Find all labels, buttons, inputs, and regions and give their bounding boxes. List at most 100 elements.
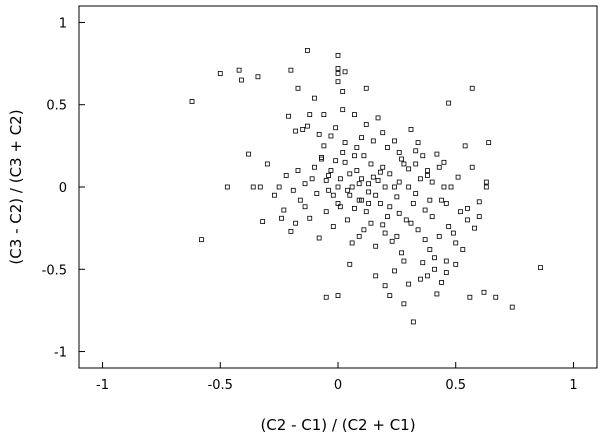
data-point bbox=[387, 204, 393, 210]
data-point bbox=[403, 217, 409, 223]
data-point bbox=[401, 301, 407, 307]
data-point bbox=[328, 168, 334, 173]
plot-frame bbox=[78, 5, 598, 369]
data-point bbox=[425, 173, 430, 178]
data-point bbox=[302, 181, 308, 187]
data-point bbox=[347, 261, 353, 267]
data-point bbox=[342, 159, 348, 165]
data-point bbox=[297, 197, 303, 203]
data-point bbox=[493, 294, 499, 300]
data-point bbox=[326, 187, 331, 193]
data-point bbox=[323, 178, 329, 183]
data-point bbox=[387, 293, 393, 299]
data-point bbox=[276, 184, 282, 190]
data-point bbox=[394, 233, 400, 239]
data-point bbox=[446, 100, 452, 106]
data-point bbox=[375, 115, 381, 121]
data-point bbox=[401, 258, 407, 264]
x-tick-label: -0.5 bbox=[208, 378, 233, 393]
data-point bbox=[380, 164, 386, 170]
data-point bbox=[396, 150, 402, 155]
data-point bbox=[368, 161, 374, 167]
data-point bbox=[323, 294, 329, 300]
data-point bbox=[359, 176, 364, 182]
data-point bbox=[453, 261, 459, 267]
data-point bbox=[385, 145, 390, 150]
data-point bbox=[408, 220, 414, 226]
data-point bbox=[509, 304, 515, 310]
data-point bbox=[354, 168, 360, 173]
data-point bbox=[361, 153, 367, 159]
data-point bbox=[352, 205, 357, 211]
data-point bbox=[392, 268, 397, 274]
data-point bbox=[312, 95, 317, 101]
data-point bbox=[399, 156, 404, 162]
y-tick-label: 0.5 bbox=[46, 99, 67, 114]
data-point bbox=[264, 161, 270, 167]
data-point bbox=[413, 148, 419, 154]
data-point bbox=[307, 215, 313, 221]
x-tick-label: 0 bbox=[334, 378, 342, 393]
data-point bbox=[363, 209, 369, 215]
data-point bbox=[366, 181, 372, 187]
data-point bbox=[354, 145, 360, 150]
data-point bbox=[481, 289, 487, 295]
data-point bbox=[476, 199, 482, 205]
data-point bbox=[382, 184, 388, 190]
data-point bbox=[239, 77, 244, 83]
data-point bbox=[345, 187, 350, 193]
data-point bbox=[382, 230, 388, 236]
data-point bbox=[465, 205, 470, 211]
data-point bbox=[432, 255, 437, 261]
data-point bbox=[359, 135, 364, 141]
data-point bbox=[333, 158, 339, 164]
data-point bbox=[443, 201, 449, 206]
data-point bbox=[389, 238, 395, 244]
data-point bbox=[469, 164, 475, 170]
data-point bbox=[434, 291, 440, 297]
data-point bbox=[363, 122, 369, 127]
data-point bbox=[333, 125, 339, 131]
data-point bbox=[286, 113, 291, 119]
data-point bbox=[443, 270, 449, 275]
data-point bbox=[340, 150, 346, 155]
data-point bbox=[483, 179, 489, 185]
data-point bbox=[366, 189, 372, 195]
data-point bbox=[429, 214, 435, 220]
data-point bbox=[370, 174, 376, 180]
data-point bbox=[352, 112, 357, 117]
data-point bbox=[255, 74, 261, 80]
data-point bbox=[300, 127, 306, 132]
data-point bbox=[427, 247, 433, 252]
data-point bbox=[394, 194, 400, 200]
data-point bbox=[368, 220, 374, 226]
data-point bbox=[288, 67, 294, 73]
data-point bbox=[304, 48, 310, 53]
data-point bbox=[356, 233, 362, 239]
y-tick-label: 0 bbox=[59, 181, 67, 196]
data-point bbox=[335, 184, 341, 190]
data-point bbox=[335, 52, 341, 58]
data-point bbox=[363, 85, 369, 91]
data-point bbox=[432, 266, 437, 272]
data-point bbox=[199, 237, 204, 243]
data-point bbox=[295, 168, 301, 173]
data-point bbox=[272, 192, 277, 198]
data-point bbox=[316, 235, 322, 241]
data-point bbox=[382, 283, 388, 289]
data-point bbox=[337, 176, 343, 182]
data-point bbox=[295, 85, 301, 91]
data-point bbox=[307, 112, 313, 117]
data-point bbox=[413, 191, 419, 196]
data-point bbox=[483, 184, 489, 190]
data-point bbox=[406, 184, 412, 190]
data-point bbox=[420, 153, 426, 159]
data-point bbox=[373, 243, 379, 249]
data-point bbox=[465, 217, 470, 223]
data-point bbox=[436, 164, 442, 170]
data-point bbox=[246, 151, 251, 157]
data-point bbox=[321, 143, 327, 149]
data-point bbox=[217, 71, 223, 76]
data-point bbox=[314, 191, 320, 196]
